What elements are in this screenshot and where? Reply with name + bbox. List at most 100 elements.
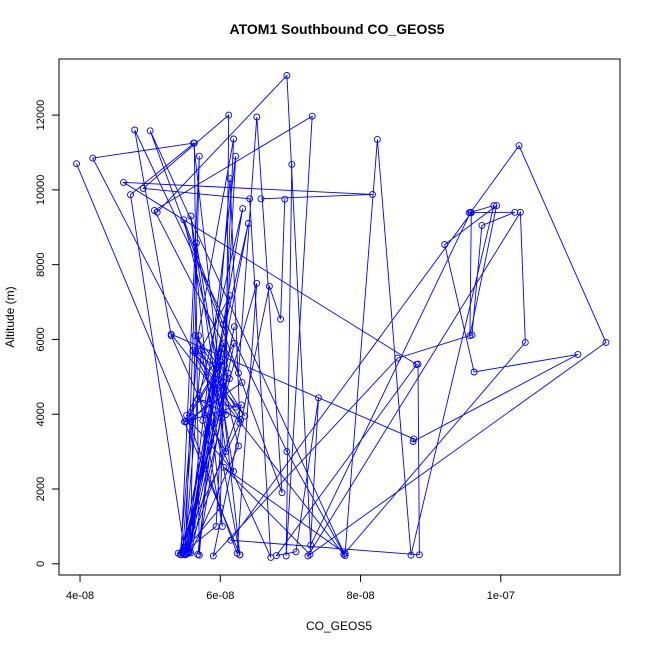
data-point xyxy=(213,364,221,371)
series-line-2 xyxy=(76,114,346,558)
data-point xyxy=(131,126,139,134)
data-point xyxy=(253,113,261,121)
data-point xyxy=(218,345,226,353)
data-point xyxy=(281,195,289,203)
data-point xyxy=(283,448,291,456)
data-point xyxy=(410,435,418,443)
data-point xyxy=(239,205,247,213)
data-point xyxy=(190,139,198,147)
series-line-4 xyxy=(156,74,607,557)
data-point xyxy=(236,419,244,427)
data-point xyxy=(189,413,197,421)
data-point xyxy=(183,549,191,557)
data-point xyxy=(493,202,501,210)
data-point xyxy=(187,212,195,220)
y-tick-label: 2000 xyxy=(35,477,47,501)
data-point xyxy=(490,202,498,210)
data-point xyxy=(341,552,349,560)
data-point xyxy=(222,411,230,419)
data-point xyxy=(308,112,316,120)
data-point xyxy=(373,135,381,143)
data-point xyxy=(224,369,232,377)
data-point xyxy=(470,368,478,376)
data-point xyxy=(180,216,188,224)
data-point xyxy=(278,489,286,497)
data-point xyxy=(146,127,154,135)
data-point xyxy=(195,332,202,340)
data-point xyxy=(202,429,210,437)
y-axis: 0 2000 4000 6000 8000 10000 12000 xyxy=(35,100,60,567)
data-point xyxy=(304,552,312,560)
data-point xyxy=(222,448,230,456)
data-point xyxy=(272,552,280,560)
data-point xyxy=(409,438,417,445)
data-point xyxy=(315,394,322,402)
data-point xyxy=(227,536,235,544)
chart-title: ATOM1 Southbound CO_GEOS5 xyxy=(230,21,445,37)
y-tick-label: 12000 xyxy=(35,100,47,131)
data-point xyxy=(235,369,242,377)
data-point xyxy=(414,360,422,368)
data-point xyxy=(602,338,610,346)
y-tick-label: 6000 xyxy=(35,327,47,351)
data-point xyxy=(120,178,127,186)
data-point xyxy=(216,504,224,512)
data-point xyxy=(226,292,234,300)
data-point xyxy=(394,354,402,362)
data-point xyxy=(516,208,524,216)
data-point xyxy=(196,347,204,355)
data-point xyxy=(225,111,233,119)
data-point xyxy=(189,347,197,355)
data-point xyxy=(253,279,261,287)
data-point xyxy=(237,416,245,423)
data-point xyxy=(241,412,249,420)
data-point xyxy=(257,195,265,203)
data-point xyxy=(230,339,238,347)
data-point xyxy=(195,152,203,160)
data-point xyxy=(192,239,200,247)
data-point xyxy=(199,417,207,425)
data-point xyxy=(306,550,314,558)
data-point xyxy=(515,142,523,150)
data-point xyxy=(194,395,202,403)
data-point xyxy=(415,551,423,559)
data-point xyxy=(73,160,80,168)
data-point xyxy=(230,135,238,143)
x-tick-label: 8e-08 xyxy=(346,590,374,602)
data-point xyxy=(244,220,252,227)
data-point xyxy=(277,315,285,323)
data-point xyxy=(282,552,290,560)
data-point xyxy=(341,549,349,557)
data-point xyxy=(232,152,240,160)
data-point xyxy=(139,184,147,192)
data-point xyxy=(195,392,203,399)
data-point xyxy=(292,548,300,556)
data-point xyxy=(218,414,226,422)
y-tick-label: 8000 xyxy=(35,252,47,276)
data-point xyxy=(195,551,203,559)
series-line-1 xyxy=(130,138,258,556)
data-point xyxy=(219,378,227,386)
x-tick-label: 1e-07 xyxy=(487,590,515,602)
x-axis-label: CO_GEOS5 xyxy=(306,619,372,633)
data-point xyxy=(167,330,175,338)
data-point xyxy=(176,550,184,558)
data-point xyxy=(153,208,161,216)
plot-points xyxy=(73,72,610,561)
data-point xyxy=(181,418,188,426)
data-point xyxy=(209,552,217,560)
data-point xyxy=(183,411,191,419)
x-tick-label: 6e-08 xyxy=(206,590,234,602)
data-point xyxy=(246,195,254,203)
data-point xyxy=(191,349,199,356)
data-point xyxy=(238,378,246,386)
data-point xyxy=(178,549,186,557)
data-point xyxy=(219,321,227,328)
y-axis-label: Altitude (m) xyxy=(3,286,17,347)
x-tick-label: 4e-08 xyxy=(66,590,94,602)
data-point xyxy=(236,551,244,559)
data-point xyxy=(369,190,376,198)
data-point xyxy=(220,463,228,471)
data-point xyxy=(127,191,134,199)
series-line-3 xyxy=(121,139,515,558)
